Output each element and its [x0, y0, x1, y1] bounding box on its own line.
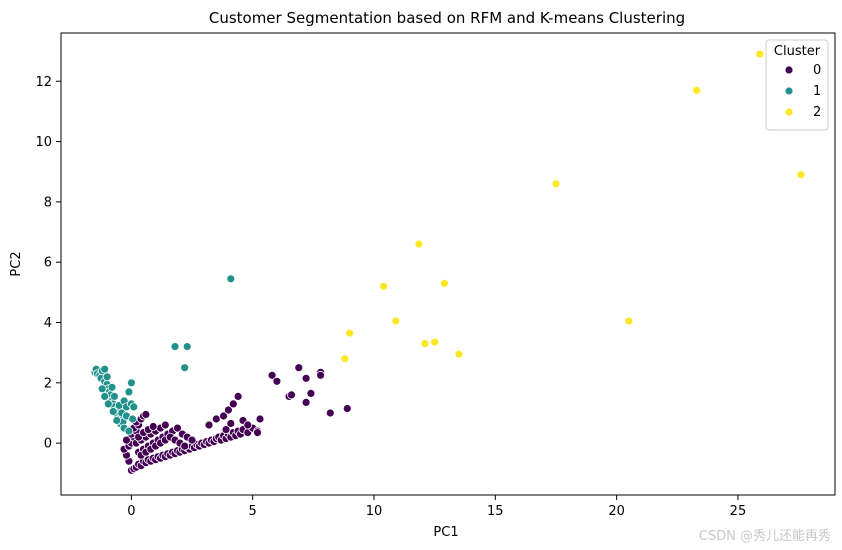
- x-tick-label: 5: [249, 504, 257, 519]
- data-point-cluster-0: [342, 404, 352, 413]
- data-point-cluster-1: [182, 342, 192, 352]
- y-tick-label: 8: [44, 195, 52, 210]
- y-tick-label: 12: [35, 75, 52, 90]
- data-point-cluster-2: [379, 281, 389, 291]
- x-tick-label: 0: [127, 504, 135, 519]
- data-point-cluster-0: [255, 414, 265, 424]
- legend-label-1: 1: [813, 84, 821, 99]
- data-point-cluster-0: [221, 425, 231, 435]
- y-tick-label: 2: [44, 376, 52, 391]
- data-point-cluster-0: [173, 423, 182, 433]
- data-point-cluster-0: [148, 422, 158, 431]
- data-point-cluster-0: [253, 428, 262, 438]
- data-point-cluster-0: [267, 370, 277, 380]
- data-point-cluster-1: [100, 391, 110, 401]
- data-point-cluster-2: [345, 328, 355, 338]
- data-point-cluster-0: [316, 370, 326, 380]
- data-point-cluster-0: [228, 399, 238, 409]
- data-point-cluster-0: [325, 408, 335, 418]
- data-point-cluster-1: [180, 363, 190, 373]
- legend-marker-1: [784, 86, 794, 96]
- data-point-cluster-1: [102, 372, 112, 382]
- x-tick-label: 25: [730, 504, 747, 519]
- data-point-cluster-1: [170, 342, 180, 352]
- legend-title: Cluster: [774, 44, 821, 59]
- data-point-cluster-1: [100, 364, 110, 374]
- data-point-cluster-0: [223, 405, 233, 415]
- data-point-cluster-1: [97, 384, 107, 394]
- data-point-cluster-0: [141, 410, 151, 419]
- data-point-cluster-2: [796, 170, 806, 180]
- data-point-cluster-2: [692, 85, 702, 95]
- watermark: CSDN @秀儿还能再秀: [699, 529, 831, 544]
- data-point-cluster-1: [124, 426, 134, 436]
- data-point-cluster-2: [454, 349, 464, 359]
- x-axis-ticks: 0 5 10 15 20 25: [127, 495, 746, 519]
- y-tick-label: 4: [44, 316, 52, 331]
- scatter-points: [90, 49, 806, 475]
- data-point-cluster-1: [128, 414, 138, 424]
- data-point-cluster-2: [420, 339, 430, 349]
- legend-marker-0: [784, 65, 794, 75]
- y-tick-label: 10: [35, 135, 52, 150]
- plot-area: [60, 32, 836, 496]
- data-point-cluster-0: [180, 441, 190, 451]
- data-point-cluster-0: [160, 420, 170, 430]
- data-point-cluster-0: [243, 420, 253, 430]
- data-point-cluster-1: [129, 402, 139, 412]
- data-point-cluster-0: [294, 363, 304, 373]
- data-point-cluster-1: [126, 378, 136, 388]
- data-point-cluster-2: [391, 316, 401, 326]
- x-axis-label: PC1: [433, 525, 458, 540]
- x-tick-label: 15: [487, 504, 504, 519]
- data-point-cluster-2: [551, 179, 561, 189]
- data-point-cluster-1: [108, 407, 118, 416]
- y-tick-label: 6: [44, 256, 52, 271]
- x-tick-label: 20: [608, 504, 625, 519]
- y-tick-label: 0: [44, 437, 52, 452]
- data-point-cluster-0: [301, 397, 311, 407]
- data-point-cluster-2: [439, 278, 449, 288]
- legend-label-2: 2: [813, 105, 821, 120]
- data-point-cluster-0: [301, 373, 311, 383]
- legend-marker-2: [784, 107, 794, 117]
- legend-label-0: 0: [813, 63, 821, 78]
- data-point-cluster-1: [226, 274, 236, 284]
- data-point-cluster-1: [107, 382, 117, 392]
- y-axis-ticks: 0 2 4 6 8 10 12: [35, 75, 61, 452]
- data-point-cluster-2: [414, 239, 424, 249]
- data-point-cluster-2: [430, 337, 440, 347]
- data-point-cluster-1: [103, 399, 113, 409]
- data-point-cluster-2: [340, 354, 350, 364]
- data-point-cluster-0: [272, 376, 282, 386]
- data-point-cluster-2: [624, 316, 634, 326]
- data-point-cluster-1: [124, 387, 134, 397]
- data-point-cluster-0: [226, 419, 236, 428]
- x-tick-label: 10: [366, 504, 383, 519]
- legend-entries: 0 1 2: [784, 63, 821, 120]
- data-point-cluster-0: [306, 388, 316, 398]
- data-point-cluster-0: [211, 414, 221, 424]
- data-point-cluster-0: [219, 411, 229, 421]
- data-point-cluster-1: [110, 391, 119, 401]
- data-point-cluster-1: [112, 416, 122, 425]
- legend-box: [765, 39, 829, 131]
- data-point-cluster-0: [204, 420, 214, 430]
- data-point-cluster-0: [233, 391, 243, 401]
- data-point-cluster-0: [122, 435, 131, 445]
- data-point-cluster-0: [187, 435, 197, 445]
- chart-title: Customer Segmentation based on RFM and K…: [209, 9, 685, 27]
- y-axis-label: PC2: [9, 251, 24, 276]
- data-point-cluster-2: [755, 49, 765, 59]
- legend: Cluster 0 1 2: [765, 39, 829, 131]
- data-point-cluster-0: [287, 390, 296, 400]
